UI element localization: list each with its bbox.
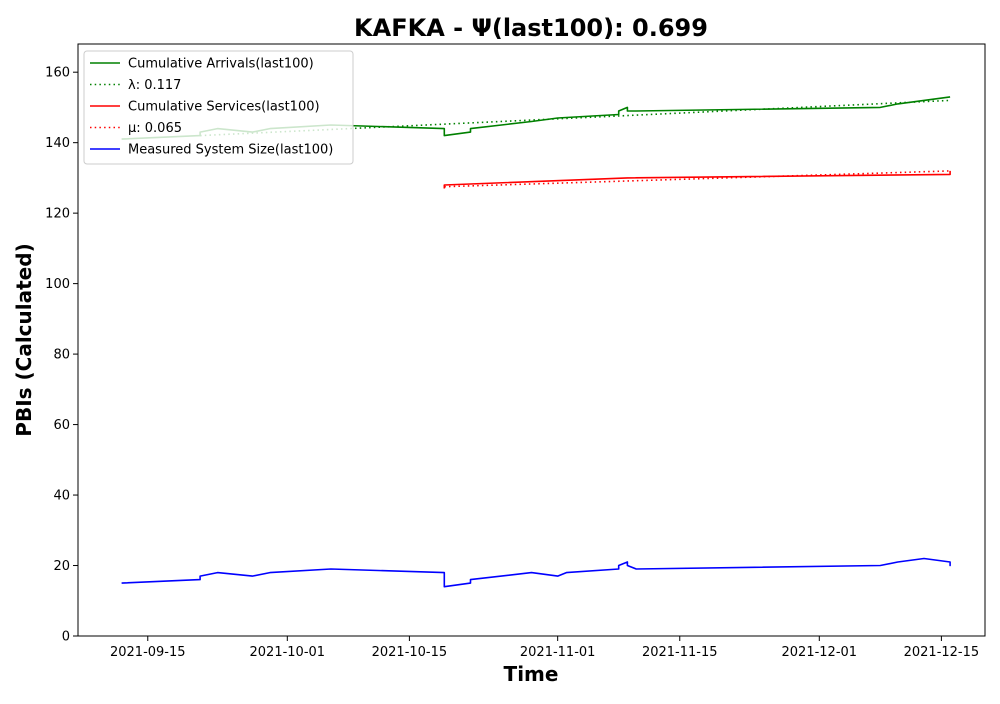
legend-label: Cumulative Services(last100) xyxy=(128,100,320,115)
series-line-0-065 xyxy=(444,170,951,188)
y-tick-label: 0 xyxy=(62,630,70,645)
series-line-measured-system-size-last100 xyxy=(121,557,951,588)
axes-layer xyxy=(77,43,986,637)
x-tick-label: 2021-12-01 xyxy=(782,645,858,660)
y-tick-label: 140 xyxy=(45,136,70,151)
series-line-0-117 xyxy=(200,99,951,137)
legend: Cumulative Arrivals(last100) λ: 0.117 Cumu… xyxy=(83,50,354,165)
x-axis-label: Time xyxy=(504,662,559,686)
y-tick-label: 120 xyxy=(45,207,70,222)
x-tick-label: 2021-10-15 xyxy=(372,645,448,660)
y-tick-label: 80 xyxy=(53,348,70,363)
x-tick-label: 2021-11-15 xyxy=(642,645,718,660)
legend-box xyxy=(83,50,354,165)
chart-title: KAFKA - Ψ(last100): 0.699 xyxy=(354,14,708,42)
series-layer xyxy=(121,96,951,588)
y-tick-label: 60 xyxy=(53,418,70,433)
x-tick-label: 2021-12-15 xyxy=(904,645,980,660)
plot-frame xyxy=(77,43,986,637)
legend-label: λ: 0.117 xyxy=(128,78,181,93)
y-tick-label: 160 xyxy=(45,66,70,81)
x-tick-label: 2021-11-01 xyxy=(520,645,596,660)
series-line-cumulative-services-last100 xyxy=(443,170,951,189)
y-tick-label: 40 xyxy=(53,489,70,504)
x-tick-label: 2021-10-01 xyxy=(250,645,326,660)
y-axis: 0 20 40 60 80 100 120 140 160 xyxy=(45,66,78,645)
y-tick-label: 20 xyxy=(53,559,70,574)
legend-label: μ: 0.065 xyxy=(128,121,182,136)
y-tick-label: 100 xyxy=(45,277,70,292)
y-axis-label: PBIs (Calculated) xyxy=(12,243,36,436)
x-tick-label: 2021-09-15 xyxy=(110,645,186,660)
x-axis: 2021-09-15 2021-10-01 2021-10-15 2021-11-01… xyxy=(110,636,979,660)
legend-label: Cumulative Arrivals(last100) xyxy=(128,57,314,72)
legend-label: Measured System Size(last100) xyxy=(128,143,333,158)
